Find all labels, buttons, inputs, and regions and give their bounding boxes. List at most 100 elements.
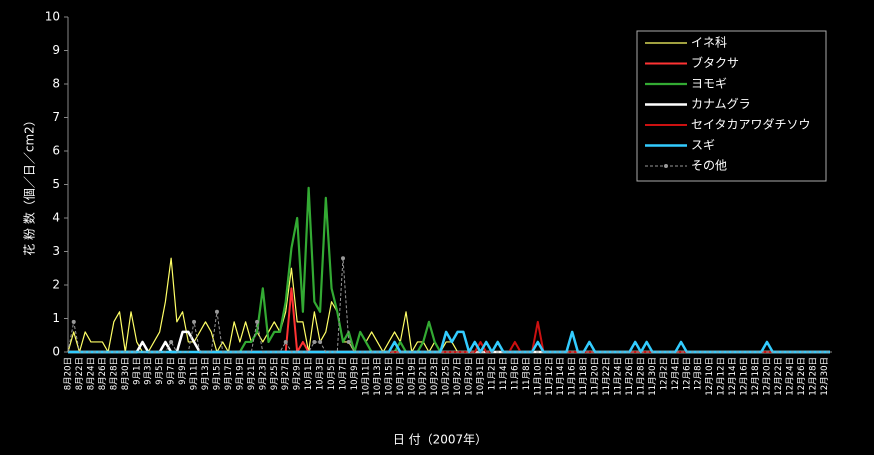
x-tick-label: 11月12日: [545, 357, 555, 396]
x-tick-label: 9月21日: [247, 357, 257, 390]
x-tick-label: 9月25日: [270, 357, 280, 390]
x-tick-label: 12月28日: [808, 357, 818, 396]
legend-label: ブタクサ: [691, 55, 739, 70]
legend-label: ヨモギ: [691, 77, 727, 91]
y-tick-label: 10: [45, 10, 60, 24]
x-tick-label: 9月15日: [212, 357, 222, 390]
x-tick-label: 10月31日: [476, 357, 486, 396]
x-tick-label: 8月22日: [75, 357, 85, 390]
y-tick-label: 9: [52, 43, 60, 57]
x-tick-label: 10月9日: [350, 357, 360, 390]
x-tick-label: 10月25日: [442, 357, 452, 396]
x-axis-label: 日 付（2007年）: [393, 433, 487, 447]
legend-box: [636, 30, 827, 182]
y-tick-label: 4: [52, 211, 60, 225]
x-tick-label: 12月16日: [740, 357, 750, 396]
x-tick-label: 10月13日: [373, 357, 383, 396]
series-marker: [192, 319, 197, 324]
x-tick-label: 9月3日: [144, 357, 154, 385]
x-tick-label: 11月30日: [648, 357, 658, 396]
series-marker: [255, 319, 260, 324]
x-tick-label: 11月24日: [614, 357, 624, 396]
x-tick-label: 10月21日: [419, 357, 429, 396]
x-tick-label: 11月14日: [556, 357, 566, 396]
x-tick-label: 12月22日: [774, 357, 784, 396]
x-tick-label: 12月10日: [705, 357, 715, 396]
x-tick-label: 10月17日: [396, 357, 406, 396]
x-tick-label: 11月18日: [579, 357, 589, 396]
x-tick-label: 12月20日: [762, 357, 772, 396]
y-tick-label: 3: [52, 244, 60, 258]
x-tick-label: 12月26日: [797, 357, 807, 396]
x-tick-label: 10月27日: [453, 357, 463, 396]
y-tick-label: 5: [52, 177, 60, 191]
y-tick-label: 0: [52, 345, 60, 359]
series-marker: [169, 339, 174, 344]
x-tick-label: 8月28日: [109, 357, 119, 390]
x-tick-label: 12月30日: [820, 357, 830, 396]
x-tick-label: 8月20日: [64, 357, 74, 390]
x-tick-label: 10月15日: [384, 357, 394, 396]
x-tick-label: 11月16日: [568, 357, 578, 396]
x-tick-label: 11月6日: [510, 357, 520, 390]
y-tick-label: 7: [52, 110, 60, 124]
y-tick-label: 2: [52, 278, 60, 292]
x-tick-label: 11月22日: [602, 357, 612, 396]
x-tick-label: 10月23日: [430, 357, 440, 396]
x-tick-label: 11月8日: [522, 357, 532, 390]
x-tick-label: 9月29日: [293, 357, 303, 390]
x-tick-label: 9月9日: [178, 357, 188, 385]
x-tick-label: 11月10日: [533, 357, 543, 396]
x-tick-label: 12月4日: [671, 357, 681, 390]
x-tick-label: 8月24日: [86, 357, 96, 390]
x-tick-label: 12月6日: [682, 357, 692, 390]
legend-label: スギ: [691, 138, 715, 152]
y-axis-label: 花 粉 数（個／日／cm2）: [22, 114, 37, 256]
x-tick-label: 12月14日: [728, 357, 738, 396]
x-tick-label: 12月8日: [694, 357, 704, 390]
x-tick-label: 11月20日: [591, 357, 601, 396]
x-tick-label: 11月28日: [636, 357, 646, 396]
legend-label: イネ科: [691, 36, 727, 50]
legend-label: セイタカアワダチソウ: [691, 117, 811, 132]
legend-marker: [664, 164, 668, 168]
x-tick-label: 9月11日: [190, 357, 200, 390]
legend-label: カナムグラ: [691, 97, 751, 111]
series-marker: [71, 319, 76, 324]
x-tick-label: 10月19日: [407, 357, 417, 396]
y-tick-label: 1: [52, 311, 60, 325]
x-tick-label: 9月23日: [258, 357, 268, 390]
x-tick-label: 10月5日: [327, 357, 337, 390]
x-tick-label: 10月29日: [465, 357, 475, 396]
x-tick-label: 9月1日: [132, 357, 142, 385]
x-tick-label: 9月27日: [281, 357, 291, 390]
series-marker: [341, 256, 346, 261]
x-tick-label: 12月18日: [751, 357, 761, 396]
series-marker: [214, 309, 219, 314]
x-tick-label: 12月12日: [717, 357, 727, 396]
x-tick-label: 10月7日: [339, 357, 349, 390]
x-tick-label: 11月2日: [487, 357, 497, 390]
y-tick-label: 6: [52, 144, 60, 158]
x-tick-label: 8月26日: [98, 357, 108, 390]
x-tick-label: 10月1日: [304, 357, 314, 390]
x-tick-label: 9月13日: [201, 357, 211, 390]
y-tick-label: 8: [52, 77, 60, 91]
x-tick-label: 9月19日: [235, 357, 245, 390]
series-line: [67, 257, 830, 353]
x-tick-label: 11月4日: [499, 357, 509, 390]
x-tick-label: 12月24日: [785, 357, 795, 396]
series-marker: [346, 339, 351, 344]
x-tick-label: 10月3日: [316, 357, 326, 390]
x-tick-label: 9月5日: [155, 357, 165, 385]
x-tick-label: 10月11日: [361, 357, 371, 396]
x-tick-label: 8月30日: [121, 357, 131, 390]
x-tick-label: 12月2日: [659, 357, 669, 390]
x-tick-label: 11月26日: [625, 357, 635, 396]
series-marker: [318, 339, 323, 344]
x-tick-label: 9月7日: [167, 357, 177, 385]
legend-label: その他: [691, 159, 727, 173]
series-marker: [312, 339, 317, 344]
x-tick-label: 9月17日: [224, 357, 234, 390]
